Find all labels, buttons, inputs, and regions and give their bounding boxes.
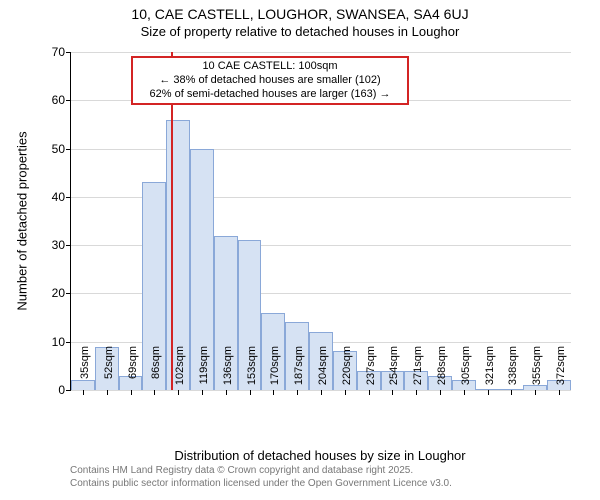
title-address: 10, CAE CASTELL, LOUGHOR, SWANSEA, SA4 6… — [0, 6, 600, 22]
plot-area: 01020304050607035sqm52sqm69sqm86sqm102sq… — [70, 52, 571, 391]
annotation-box: 10 CAE CASTELL: 100sqm← 38% of detached … — [131, 56, 409, 105]
footer-attribution: Contains HM Land Registry data © Crown c… — [70, 465, 452, 490]
y-tick-label: 50 — [52, 142, 71, 156]
x-tick-label: 69sqm — [127, 346, 139, 396]
chart-stage: 10, CAE CASTELL, LOUGHOR, SWANSEA, SA4 6… — [0, 0, 600, 500]
x-tick-label: 271sqm — [412, 346, 424, 396]
y-tick-label: 30 — [52, 238, 71, 252]
x-tick-label: 338sqm — [507, 346, 519, 396]
footer-line1: Contains HM Land Registry data © Crown c… — [70, 465, 452, 478]
x-tick-label: 372sqm — [555, 346, 567, 396]
x-tick-label: 136sqm — [222, 346, 234, 396]
x-tick-label: 321sqm — [484, 346, 496, 396]
title-block: 10, CAE CASTELL, LOUGHOR, SWANSEA, SA4 6… — [0, 6, 600, 39]
x-tick-label: 35sqm — [79, 346, 91, 396]
x-tick-label: 86sqm — [150, 346, 162, 396]
annotation-line: 10 CAE CASTELL: 100sqm — [137, 60, 403, 74]
gridline — [71, 149, 571, 150]
x-tick-label: 355sqm — [531, 346, 543, 396]
x-tick-label: 204sqm — [317, 346, 329, 396]
y-axis-label: Number of detached properties — [15, 131, 30, 310]
x-tick-label: 187sqm — [293, 346, 305, 396]
y-tick-label: 0 — [58, 383, 71, 397]
x-tick-label: 237sqm — [365, 346, 377, 396]
x-tick-label: 52sqm — [103, 346, 115, 396]
y-tick-label: 60 — [52, 93, 71, 107]
x-tick-label: 220sqm — [341, 346, 353, 396]
x-tick-label: 170sqm — [269, 346, 281, 396]
y-tick-label: 10 — [52, 335, 71, 349]
annotation-line: ← 38% of detached houses are smaller (10… — [137, 74, 403, 88]
x-tick-label: 254sqm — [388, 346, 400, 396]
footer-line2: Contains public sector information licen… — [70, 478, 452, 491]
x-tick-label: 102sqm — [174, 346, 186, 396]
title-subtitle: Size of property relative to detached ho… — [0, 24, 600, 39]
x-tick-label: 153sqm — [246, 346, 258, 396]
y-tick-label: 20 — [52, 286, 71, 300]
x-axis-label: Distribution of detached houses by size … — [174, 448, 465, 463]
x-tick-label: 305sqm — [460, 346, 472, 396]
y-tick-label: 70 — [52, 45, 71, 59]
x-tick-label: 119sqm — [198, 346, 210, 396]
annotation-line: 62% of semi-detached houses are larger (… — [137, 88, 403, 102]
y-tick-label: 40 — [52, 190, 71, 204]
gridline — [71, 52, 571, 53]
x-tick-label: 288sqm — [436, 346, 448, 396]
